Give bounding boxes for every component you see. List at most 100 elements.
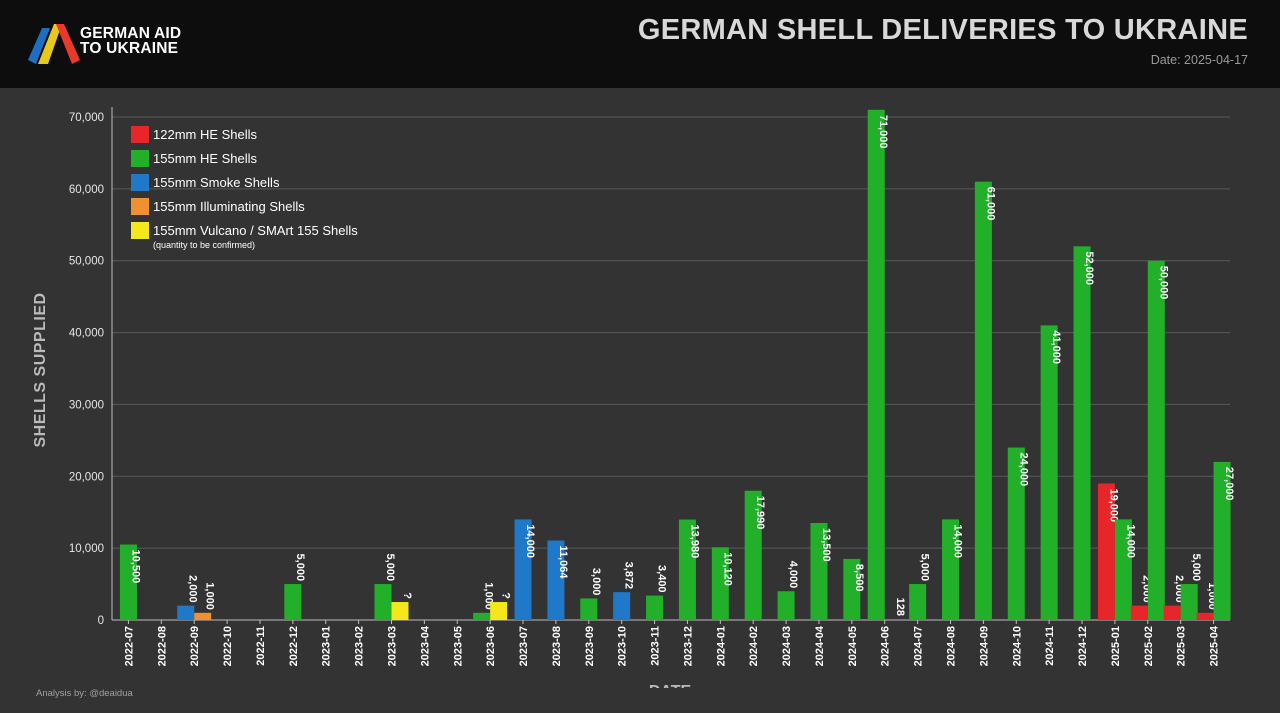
- bar: [547, 540, 565, 620]
- legend-swatch: [131, 198, 149, 215]
- x-tick-label: 2022-07: [123, 626, 135, 666]
- x-tick-label: 2024-09: [978, 626, 990, 666]
- bar: [1130, 605, 1148, 620]
- legend-label: 122mm HE Shells: [153, 127, 258, 142]
- bar: [514, 519, 532, 620]
- bar-value-label: 5,000: [294, 554, 306, 582]
- bar: [843, 558, 861, 620]
- bar: [1114, 519, 1132, 620]
- bar: [1147, 260, 1165, 620]
- bar: [374, 584, 392, 620]
- bar: [942, 519, 959, 620]
- bar: [1040, 325, 1058, 620]
- legend-swatch: [131, 126, 149, 143]
- x-tick-label: 2025-04: [1209, 625, 1221, 666]
- y-tick-label: 60,000: [69, 184, 104, 196]
- bar-value-label: 5,000: [384, 554, 396, 582]
- x-tick-label: 2022-12: [288, 626, 300, 666]
- bar: [646, 595, 664, 620]
- bar-value-label: 14,000: [524, 524, 536, 558]
- header-bar: GERMAN AID TO UKRAINE GERMAN SHELL DELIV…: [0, 0, 1280, 88]
- bar: [1007, 447, 1025, 620]
- x-tick-label: 2023-02: [354, 626, 366, 666]
- y-axis-title: SHELLS SUPPLIED: [32, 292, 49, 447]
- bar: [678, 519, 696, 620]
- bar-value-label: 13,500: [820, 528, 832, 562]
- x-tick-label: 2025-01: [1110, 626, 1122, 666]
- logo-text-line-1: GERMAN AID: [80, 25, 182, 42]
- bar: [810, 522, 828, 620]
- bar: [867, 109, 885, 621]
- y-tick-label: 20,000: [69, 471, 104, 483]
- bar-chart: 0 10,000 20,000 30,000 40,000 50,000 60,000 70,…: [32, 107, 1235, 688]
- bar: [473, 612, 491, 620]
- bar: [613, 592, 631, 620]
- bar: [391, 602, 409, 620]
- x-tick-label: 2023-12: [682, 626, 694, 666]
- x-tick-label: 2022-08: [156, 626, 168, 666]
- x-tick-label: 2025-03: [1176, 626, 1188, 666]
- x-tick-label: 2022-10: [222, 626, 234, 666]
- bar-value-label: 19,000: [1107, 488, 1119, 522]
- bar: [1097, 483, 1115, 620]
- x-tick-label: 2023-03: [387, 626, 399, 666]
- bar: [194, 612, 212, 620]
- bar-value-label: 50,000: [1157, 266, 1169, 300]
- bar-value-label: 3,400: [656, 565, 668, 593]
- bar-value-label: 2,000: [187, 575, 199, 603]
- bar: [1213, 461, 1231, 620]
- x-tick-label: 2023-09: [584, 626, 596, 666]
- bar-value-label: 27,000: [1223, 467, 1235, 501]
- x-tick-label: 2023-08: [551, 626, 563, 666]
- legend-label: 155mm HE Shells: [153, 151, 258, 166]
- x-tick-label: 2023-04: [419, 625, 431, 666]
- x-tick-label: 2023-05: [452, 626, 464, 666]
- legend-label: 155mm Vulcano / SMArt 155 Shells: [153, 223, 358, 238]
- x-tick-label: 2024-01: [715, 626, 727, 666]
- x-tick-label: 2024-02: [748, 626, 760, 666]
- x-tick-label: 2024-08: [946, 626, 958, 666]
- bar-value-label: 128: [894, 598, 906, 616]
- legend-swatch: [131, 174, 149, 191]
- bar-value-label: 24,000: [1017, 453, 1029, 487]
- logo-text: GERMAN AID TO UKRAINE: [80, 25, 182, 57]
- footer-credit: Analysis by: @deaidua: [36, 688, 133, 699]
- bar-value-label: 13,980: [688, 525, 700, 559]
- x-tick-label: 2023-11: [650, 626, 662, 666]
- bar: [490, 602, 508, 620]
- y-tick-label: 40,000: [69, 328, 104, 340]
- y-tick-label: 50,000: [69, 256, 104, 268]
- x-tick-label: 2023-07: [518, 626, 530, 666]
- legend-label: 155mm Smoke Shells: [153, 175, 280, 190]
- x-tick-label: 2024-07: [913, 626, 925, 666]
- bar: [284, 584, 302, 620]
- x-tick-label: 2024-06: [880, 626, 892, 666]
- legend-swatch: [131, 150, 149, 167]
- bar: [974, 181, 992, 620]
- y-tick-label: 70,000: [69, 112, 104, 124]
- x-tick-label: 2024-04: [814, 625, 826, 666]
- bar-value-label: 3,872: [623, 562, 635, 590]
- bar-value-label: ?: [401, 592, 413, 599]
- bar-value-label: 17,990: [754, 496, 766, 530]
- bar-value-label: 61,000: [984, 187, 996, 221]
- bar: [1180, 584, 1198, 620]
- x-tick-label: 2025-02: [1143, 626, 1155, 666]
- bar: [711, 547, 729, 620]
- bar-value-label: 14,000: [952, 524, 964, 558]
- y-tick-label: 10,000: [69, 543, 104, 555]
- bar: [177, 605, 195, 620]
- bar: [119, 544, 137, 620]
- page-title: GERMAN SHELL DELIVERIES TO UKRAINE: [637, 14, 1248, 46]
- x-tick-label: 2023-06: [485, 626, 497, 666]
- x-tick-label: 2023-01: [321, 626, 333, 666]
- x-tick-label: 2024-03: [781, 626, 793, 666]
- y-tick-label: 30,000: [69, 399, 104, 411]
- bar-value-label: 8,500: [853, 564, 865, 592]
- logo-text-line-2: TO UKRAINE: [80, 40, 179, 57]
- bar: [909, 584, 927, 620]
- bar-value-label: 11,064: [557, 545, 569, 579]
- bar-value-label: 3,000: [590, 568, 602, 596]
- bar-value-label: 10,500: [129, 550, 141, 584]
- logo-icon: [28, 24, 80, 64]
